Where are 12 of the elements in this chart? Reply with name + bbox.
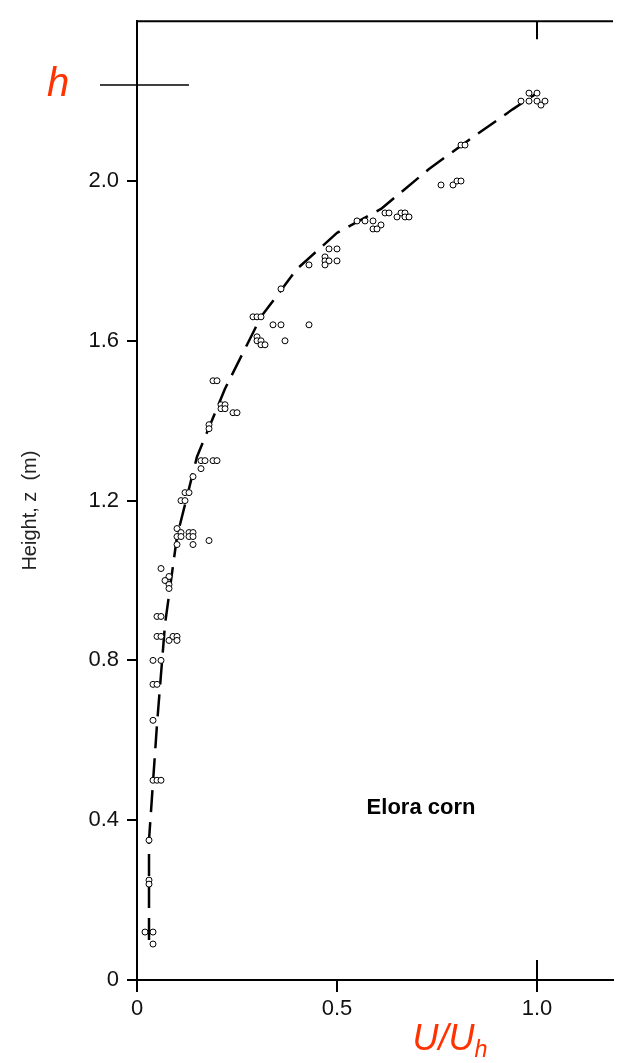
y-tick-label: 1.6 [88,326,119,352]
y-tick-label: 0 [106,966,119,992]
y-tick-label: 1.2 [88,486,119,512]
annotation: Elora corn [366,794,476,820]
y-axis-title: Height, z (m) [17,450,40,571]
x-tick-label: 1.0 [521,995,553,1021]
ref-line-label: h [46,60,70,105]
x-tick-label: 0 [130,995,144,1021]
y-tick-label: 0.4 [88,806,119,832]
y-tick-label: 2.0 [88,167,119,193]
x-tick-label: 0.5 [321,995,353,1021]
y-tick-label: 0.8 [88,646,119,672]
